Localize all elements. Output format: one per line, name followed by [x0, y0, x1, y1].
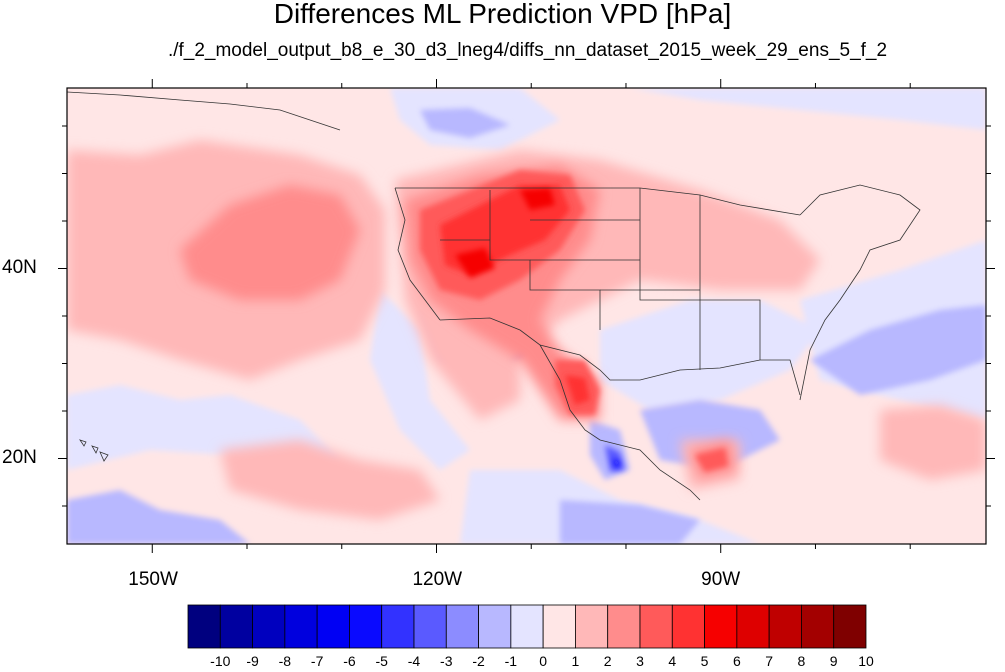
subtitle: ./f_2_model_output_b8_e_30_d3_lneg4/diff… — [167, 40, 888, 61]
colorbar-label: 0 — [539, 653, 548, 669]
colorbar-swatch — [704, 604, 738, 649]
colorbar-label: -7 — [310, 653, 324, 669]
colorbar-swatch — [187, 604, 221, 649]
hawaii-outline — [79, 439, 109, 462]
colorbar-swatch — [413, 604, 447, 649]
colorbar-label: 6 — [732, 653, 741, 669]
colorbar-swatch — [607, 604, 641, 649]
colorbar-label: -4 — [407, 653, 421, 669]
colorbar-label: 4 — [668, 653, 677, 669]
colorbar-swatch — [639, 604, 673, 649]
colorbar-swatch — [801, 604, 835, 649]
colorbar-label: -2 — [472, 653, 485, 669]
colorbar-label: 9 — [829, 653, 838, 669]
colorbar-swatch — [478, 604, 512, 649]
x-tick-label: 90W — [701, 569, 741, 590]
colorbar — [187, 604, 867, 649]
colorbar-swatch — [349, 604, 383, 649]
colorbar-label: 3 — [636, 653, 644, 669]
colorbar-label: -10 — [210, 653, 231, 669]
colorbar-swatch — [833, 604, 867, 649]
field-deep-red-cores — [455, 188, 555, 278]
colorbar-swatch — [284, 604, 318, 649]
colorbar-label: -1 — [504, 653, 518, 669]
colorbar-label: 10 — [858, 653, 874, 669]
axis-tickmarks — [58, 79, 995, 553]
colorbar-swatch — [445, 604, 479, 649]
colorbar-label: -8 — [278, 653, 292, 669]
map-borders — [67, 91, 921, 501]
colorbar-swatch — [252, 604, 286, 649]
colorbar-label: 8 — [797, 653, 806, 669]
colorbar-label: 2 — [603, 653, 612, 669]
colorbar-label: 1 — [571, 653, 580, 669]
colorbar-label: -9 — [246, 653, 259, 669]
colorbar-swatch — [575, 604, 609, 649]
map-field — [67, 88, 986, 544]
colorbar-swatch — [671, 604, 705, 649]
colorbar-swatch — [316, 604, 350, 649]
page-title: Differences ML Prediction VPD [hPa] — [273, 0, 732, 29]
colorbar-swatch — [219, 604, 253, 649]
colorbar-label: 5 — [700, 653, 709, 669]
y-tick-label: 40N — [2, 256, 37, 278]
colorbar-label: 7 — [765, 653, 774, 669]
y-tick-label: 20N — [2, 446, 37, 468]
colorbar-swatch — [510, 604, 544, 649]
colorbar-label: -3 — [440, 653, 453, 669]
colorbar-swatch — [736, 604, 770, 649]
colorbar-swatch — [768, 604, 802, 649]
x-tick-label: 150W — [128, 569, 178, 590]
x-tick-label: 120W — [412, 569, 463, 590]
colorbar-label: -5 — [375, 653, 388, 669]
colorbar-label: -6 — [343, 653, 356, 669]
colorbar-swatch — [542, 604, 576, 649]
colorbar-swatch — [381, 604, 415, 649]
